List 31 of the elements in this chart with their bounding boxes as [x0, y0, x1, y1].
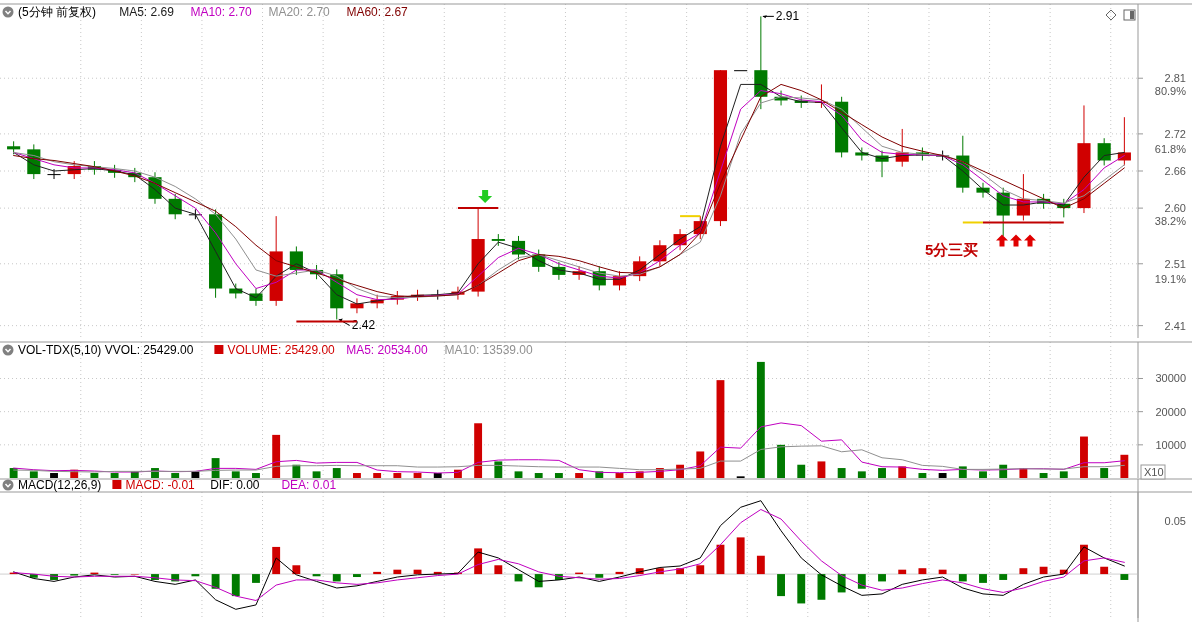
text: MA10: 13539.00: [444, 343, 533, 357]
y-tick-label: 10000: [1155, 438, 1186, 451]
y-tick-label: 2.66: [1164, 165, 1186, 177]
y2-tick-label: 61.8%: [1154, 142, 1187, 155]
legend-label: VOLUME: 25429.00: [227, 343, 336, 357]
legend-label: MACD: -0.01: [125, 478, 196, 492]
y2-tick-label: 38.2%: [1154, 214, 1187, 227]
text: MA10: 2.70: [190, 5, 253, 19]
text: MA5: 20534.00: [346, 343, 428, 357]
y2-tick-label: 80.9%: [1154, 84, 1187, 97]
annotation: 2.91: [775, 9, 800, 24]
annotation: 2.42: [351, 318, 376, 333]
y-tick-label: 2.51: [1164, 257, 1186, 270]
y-tick-label: 2.60: [1164, 202, 1186, 215]
y-tick-label: 30000: [1155, 372, 1186, 385]
text: MA20: 2.70: [268, 5, 331, 19]
chart-title: VOL-TDX(5,10) VVOL: 25429.00: [18, 343, 194, 357]
chart-title: (5分钟 前复权): [18, 5, 96, 19]
chart-title: MACD(12,26,9): [18, 478, 102, 492]
text: 0.05: [1164, 515, 1186, 527]
text: X10: [1144, 466, 1164, 478]
y-tick-label: 2.41: [1164, 319, 1186, 332]
text: DEA: 0.01: [281, 478, 337, 492]
y-tick-label: 2.81: [1164, 72, 1186, 85]
annotation: 5分三买: [925, 241, 979, 258]
y-tick-label: 2.72: [1164, 127, 1186, 140]
text: MA5: 2.69: [119, 5, 175, 19]
y-tick-label: 20000: [1155, 405, 1186, 418]
text: DIF: 0.00: [210, 478, 260, 492]
y2-tick-label: 19.1%: [1154, 272, 1187, 285]
text: MA60: 2.67: [346, 5, 409, 19]
